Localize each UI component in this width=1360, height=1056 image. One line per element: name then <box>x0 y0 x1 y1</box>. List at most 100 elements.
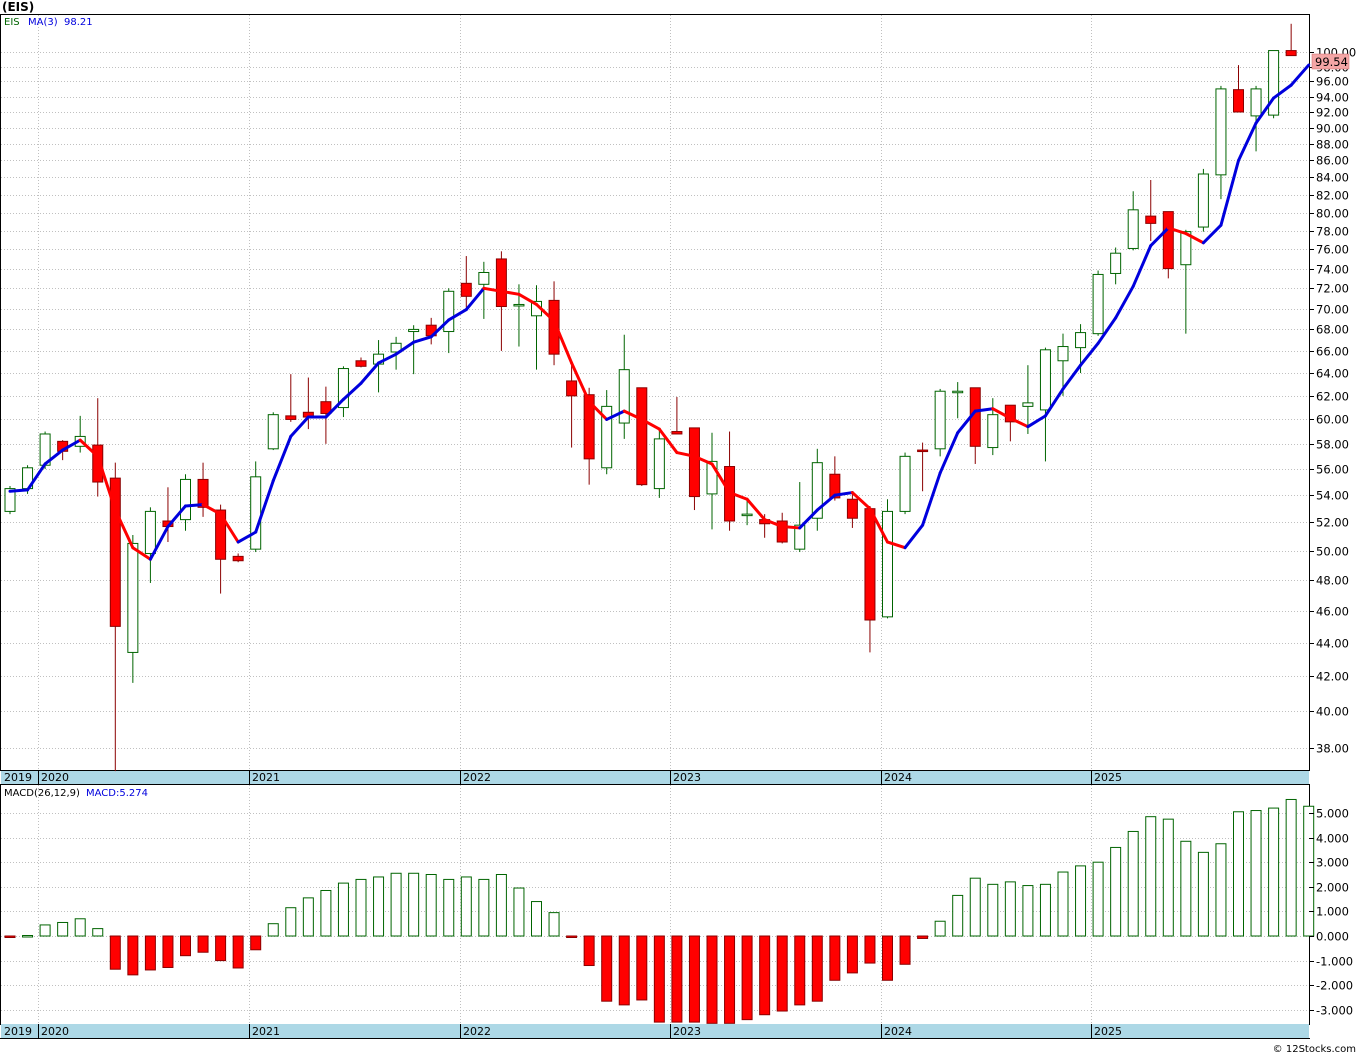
ma3-segment <box>254 479 275 534</box>
macd-bar <box>232 935 244 969</box>
price-tick-label: 52.00 <box>1316 516 1349 530</box>
ma3-segment <box>1201 223 1223 245</box>
macd-bar <box>1145 816 1157 937</box>
price-tick-label: 94.00 <box>1316 91 1349 105</box>
ma3-segment <box>482 286 503 293</box>
macd-bar <box>776 935 788 1012</box>
ma3-segment <box>131 546 152 561</box>
ma3-segment <box>394 340 416 356</box>
macd-bar <box>1092 861 1104 937</box>
candle <box>583 387 595 485</box>
ma3-segment <box>1026 414 1047 429</box>
price-tick-label: 48.00 <box>1316 574 1349 588</box>
ma3-segment <box>745 497 767 522</box>
ma3-segment <box>1166 226 1188 235</box>
candle <box>671 397 683 435</box>
macd-tick-label: -2.000 <box>1316 979 1353 993</box>
year-label: 2024 <box>884 1025 912 1038</box>
candle <box>109 462 121 772</box>
candle <box>566 364 578 448</box>
macd-bar <box>1162 818 1174 937</box>
candle <box>653 429 665 498</box>
ma3-segment <box>184 503 205 508</box>
ma3-segment <box>166 504 187 529</box>
macd-bar <box>162 935 174 968</box>
year-label: 2021 <box>252 771 280 784</box>
price-tick-label: 56.00 <box>1316 463 1349 477</box>
ma3-segment <box>1008 416 1030 429</box>
candle <box>1233 65 1244 113</box>
ma3-segment <box>570 361 591 404</box>
candle <box>899 452 911 515</box>
candle <box>1039 347 1051 462</box>
year-label: 2019 <box>4 771 32 784</box>
ma3-segment <box>1131 244 1153 288</box>
price-tick-label: 58.00 <box>1316 438 1349 452</box>
ma3-segment <box>780 525 802 530</box>
candle <box>952 382 964 419</box>
ma3-segment <box>1219 158 1240 227</box>
macd-bar <box>1285 798 1297 937</box>
candle <box>601 390 613 475</box>
macd-bar <box>987 883 999 937</box>
macd-bar <box>302 897 314 937</box>
ma3-segment <box>657 427 679 455</box>
macd-bar <box>969 877 981 937</box>
candle <box>934 388 946 457</box>
macd-bar <box>1075 865 1087 937</box>
price-tick-label: 74.00 <box>1316 263 1349 277</box>
macd-bar <box>215 935 227 962</box>
macd-bar <box>1250 810 1262 937</box>
ma3-segment <box>464 286 486 312</box>
macd-tick-label: 5.000 <box>1316 807 1349 821</box>
candle <box>794 482 806 553</box>
macd-bar <box>829 935 841 981</box>
macd-bar <box>917 935 929 939</box>
year-label: 2022 <box>463 771 491 784</box>
candle <box>1127 191 1139 251</box>
ma3-segment <box>640 417 661 431</box>
macd-bar <box>1197 851 1209 937</box>
macd-bar <box>864 935 876 964</box>
year-label: 2023 <box>673 1025 701 1038</box>
candle <box>460 256 472 308</box>
candle <box>408 325 420 375</box>
ma3-segment <box>973 407 995 413</box>
candle <box>882 499 893 619</box>
macd-bar <box>882 935 893 981</box>
candle <box>215 504 227 594</box>
ma3-segment <box>710 462 732 495</box>
year-label: 2020 <box>41 1025 69 1038</box>
candle <box>846 491 858 528</box>
macd-bar <box>513 887 525 937</box>
macd-bar <box>618 935 630 1006</box>
ma3-segment <box>692 454 714 466</box>
ma3-segment <box>517 292 538 306</box>
candle <box>688 427 700 511</box>
price-tick-label: 86.00 <box>1316 154 1349 168</box>
ma3-segment <box>1254 96 1276 125</box>
macd-bar <box>1268 807 1280 937</box>
price-tick-label: 60.00 <box>1316 413 1349 427</box>
candle <box>1057 333 1069 396</box>
macd-bar <box>1215 843 1227 937</box>
ma3-segment <box>1237 121 1258 162</box>
chart-title: (EIS) <box>2 0 34 14</box>
price-tick-label: 84.00 <box>1316 171 1349 185</box>
ma3-segment <box>148 525 170 561</box>
candle <box>144 507 156 583</box>
candle <box>232 553 244 563</box>
candle <box>829 456 841 501</box>
price-tick-label: 82.00 <box>1316 189 1349 203</box>
macd-bar <box>706 935 718 1024</box>
legend-symbol: EIS <box>4 17 20 28</box>
macd-bar <box>1039 883 1051 937</box>
candle <box>1180 229 1192 334</box>
last-price-tag: 99.54 <box>1315 55 1348 69</box>
macd-bar <box>1110 846 1122 937</box>
macd-bar <box>355 878 367 937</box>
ma3-segment <box>201 503 223 516</box>
macd-bar <box>4 935 16 938</box>
ma3-segment <box>1096 316 1118 345</box>
macd-bar <box>1022 885 1034 937</box>
